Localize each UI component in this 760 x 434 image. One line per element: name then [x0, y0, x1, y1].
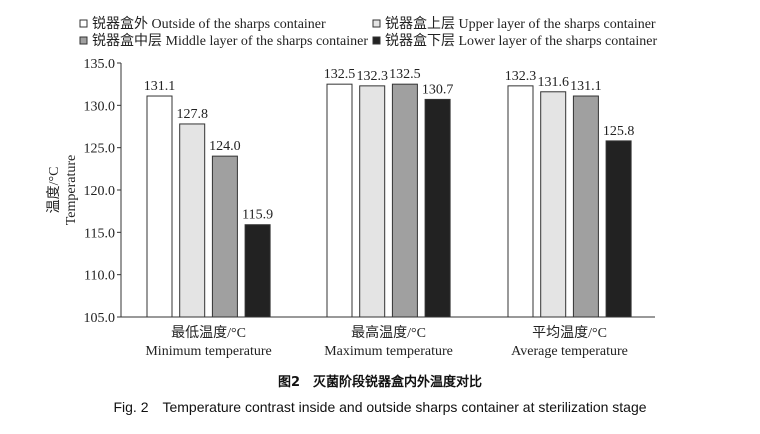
- x-tick-label-en: Minimum temperature: [145, 344, 271, 359]
- x-tick-label-zh: 平均温度/°C: [532, 325, 607, 341]
- legend-label: 锐器盒下层 Lower layer of the sharps containe…: [385, 32, 657, 49]
- data-label: 131.1: [144, 79, 176, 94]
- legend-swatch: [79, 36, 88, 45]
- legend-label: 锐器盒外 Outside of the sharps container: [92, 15, 326, 32]
- data-label: 131.1: [570, 79, 602, 94]
- y-tick-label: 115.0: [84, 226, 115, 241]
- bar: [211, 155, 238, 318]
- x-tick-label-zh: 最低温度/°C: [171, 325, 246, 341]
- bar: [540, 91, 567, 318]
- y-axis-label-en: Temperature: [64, 155, 79, 226]
- bar: [326, 83, 353, 318]
- figure-caption-zh: 图2 灭菌阶段锐器盒内外温度对比: [277, 375, 483, 390]
- bar: [146, 95, 173, 318]
- bar-chart: 锐器盒外 Outside of the sharps container 锐器盒上…: [46, 15, 657, 359]
- bar: [424, 98, 451, 318]
- data-label: 115.9: [242, 208, 273, 223]
- legend-swatch: [372, 36, 381, 45]
- bar: [507, 85, 534, 318]
- y-tick-label: 120.0: [84, 184, 116, 199]
- data-label: 132.3: [505, 69, 537, 84]
- legend-swatch: [372, 19, 381, 28]
- data-label: 132.5: [324, 67, 356, 82]
- bar: [359, 85, 386, 318]
- data-label: 130.7: [422, 82, 454, 97]
- legend-swatch: [79, 19, 88, 28]
- data-label: 132.3: [356, 69, 388, 84]
- data-label: 124.0: [209, 139, 241, 154]
- y-tick-label: 130.0: [84, 99, 116, 114]
- y-axis-label-zh: 温度/°C: [46, 167, 62, 214]
- legend-label: 锐器盒上层 Upper layer of the sharps containe…: [385, 15, 656, 32]
- data-label: 131.6: [537, 75, 569, 90]
- data-label: 127.8: [176, 107, 208, 122]
- bar: [391, 83, 418, 318]
- bar: [605, 140, 632, 318]
- data-label: 132.5: [389, 67, 421, 82]
- bar: [572, 95, 599, 318]
- legend-label: 锐器盒中层 Middle layer of the sharps contain…: [92, 32, 368, 49]
- y-tick-label: 125.0: [84, 142, 116, 157]
- y-tick-label: 110.0: [84, 269, 115, 284]
- y-tick-label: 105.0: [84, 311, 116, 326]
- x-tick-label-zh: 最高温度/°C: [351, 324, 426, 341]
- y-tick-label: 135.0: [84, 57, 116, 72]
- bar: [244, 224, 271, 318]
- x-tick-label-en: Average temperature: [511, 344, 628, 359]
- bar: [179, 123, 206, 318]
- x-tick-label-en: Maximum temperature: [324, 344, 453, 359]
- data-label: 125.8: [603, 124, 635, 139]
- figure-caption-en: Fig. 2 Temperature contrast inside and o…: [113, 399, 647, 415]
